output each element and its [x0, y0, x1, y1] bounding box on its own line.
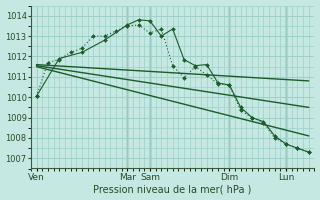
X-axis label: Pression niveau de la mer( hPa ): Pression niveau de la mer( hPa )	[93, 184, 252, 194]
